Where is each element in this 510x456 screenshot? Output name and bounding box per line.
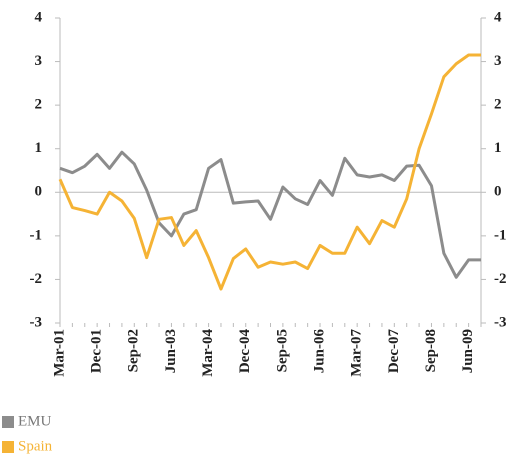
y2-tick-label: 0 [494,184,502,200]
y-tick-label: -3 [30,314,43,330]
y2-tick-label: 3 [494,53,502,69]
x-tick-label: Sep-05 [274,329,290,372]
y-tick-label: -1 [30,227,43,243]
y2-tick-label: 1 [494,140,502,156]
y2-tick-label: -3 [494,314,507,330]
x-tick-label: Jun-06 [311,329,327,374]
y-tick-label: 0 [35,184,43,200]
y2-tick-label: -1 [494,227,507,243]
legend-label: Spain [18,438,53,454]
x-tick-label: Dec-04 [237,329,253,374]
y2-tick-label: 2 [494,97,502,113]
y-tick-label: 2 [35,97,43,113]
x-tick-label: Dec-07 [386,329,402,374]
x-tick-label: Sep-08 [423,329,439,372]
x-tick-label: Mar-01 [51,329,67,377]
x-tick-label: Sep-02 [126,329,142,372]
y2-tick-label: -2 [494,271,507,287]
y2-tick-label: 4 [494,9,502,25]
x-tick-label: Jun-09 [460,329,476,373]
x-tick-label: Mar-04 [200,329,216,377]
x-tick-label: Jun-03 [163,329,179,373]
legend-swatch [2,441,14,453]
y-tick-label: -2 [30,271,43,287]
x-tick-label: Mar-07 [349,329,365,377]
y-tick-label: 1 [35,140,43,156]
line-series [58,53,481,291]
line-series [59,150,481,279]
x-tick-label: Dec-01 [89,329,105,373]
y-tick-label: 4 [35,9,43,25]
legend-label: EMU [18,413,52,429]
legend-swatch [2,416,14,428]
y-tick-label: 3 [35,53,43,69]
